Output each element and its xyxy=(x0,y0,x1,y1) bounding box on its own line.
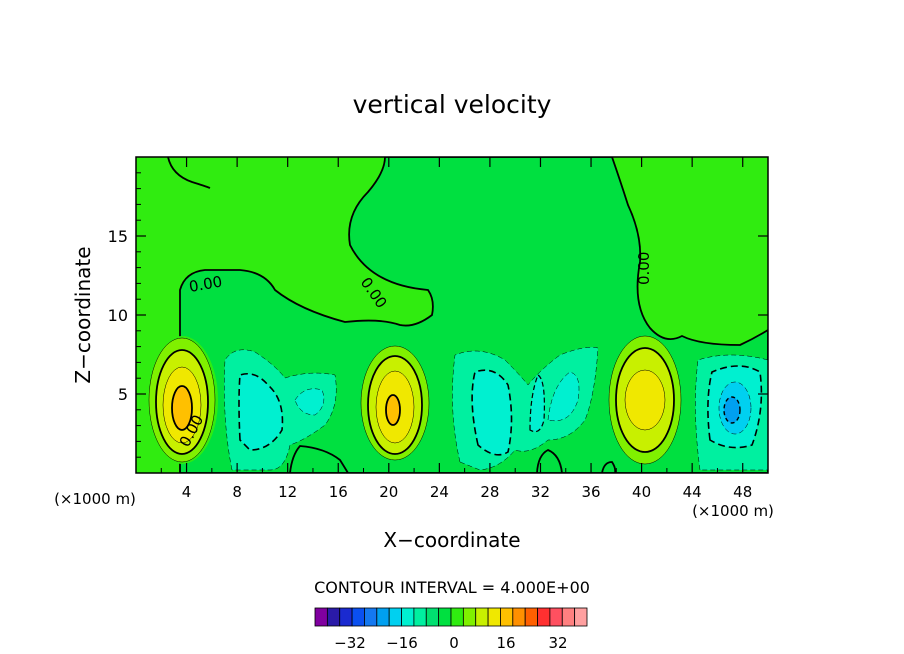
colorbar-swatch xyxy=(462,607,477,627)
x-unit-left: (×1000 m) xyxy=(54,490,136,508)
colorbar-swatch xyxy=(314,607,328,627)
colorbar-swatch xyxy=(425,607,440,627)
colorbar-swatch xyxy=(561,607,576,627)
x-unit-right: (×1000 m) xyxy=(692,502,774,520)
x-tick-label: 40 xyxy=(632,483,651,501)
positive-cell-3 xyxy=(608,335,682,465)
colorbar-tick-label: 0 xyxy=(449,634,459,652)
x-tick-label: 4 xyxy=(182,483,192,501)
positive-cell-1 xyxy=(146,336,218,464)
colorbar-swatch xyxy=(438,607,452,627)
colorbar-swatch xyxy=(376,607,390,627)
colorbar-swatch xyxy=(339,607,353,627)
x-tick-label: 12 xyxy=(278,483,297,501)
y-axis: 5 10 15 xyxy=(108,172,768,458)
x-tick-label: 44 xyxy=(683,483,702,501)
colorbar-swatch xyxy=(364,607,378,627)
colorbar xyxy=(314,607,588,627)
x-axis-label: X−coordinate xyxy=(383,528,520,552)
chart-title: vertical velocity xyxy=(353,90,552,119)
x-tick-label: 20 xyxy=(379,483,398,501)
colorbar-swatch xyxy=(401,607,415,627)
negative-cell-2 xyxy=(452,347,599,471)
y-tick-label: 15 xyxy=(108,227,128,246)
colorbar-swatch xyxy=(512,607,526,627)
colorbar-labels: −32 −16 0 16 32 xyxy=(334,634,567,652)
x-tick-label: 36 xyxy=(581,483,600,501)
negative-cell-1 xyxy=(224,349,337,471)
colorbar-swatch xyxy=(500,607,514,627)
colorbar-tick-label: 16 xyxy=(496,634,515,652)
colorbar-swatch xyxy=(487,607,501,627)
colorbar-swatch xyxy=(413,607,427,627)
x-tick-label: 24 xyxy=(430,483,449,501)
contour-label-1: 0.00 xyxy=(188,272,224,296)
x-axis: 4 8 12 16 20 24 28 32 36 40 44 48 xyxy=(160,157,752,501)
y-tick-label: 5 xyxy=(118,385,128,404)
y-axis-label: Z−coordinate xyxy=(71,246,95,383)
colorbar-tick-label: −32 xyxy=(334,634,366,652)
colorbar-swatch xyxy=(388,607,402,627)
x-tick-label: 28 xyxy=(480,483,499,501)
contour-field xyxy=(136,157,768,473)
colorbar-swatch xyxy=(537,607,551,627)
colorbar-swatch xyxy=(326,607,341,627)
contour-interval-text: CONTOUR INTERVAL = 4.000E+00 xyxy=(314,578,590,597)
contour-label-3: 0.00 xyxy=(635,252,653,285)
x-tick-label: 8 xyxy=(232,483,242,501)
colorbar-swatch xyxy=(351,607,365,627)
colorbar-swatch xyxy=(549,607,563,627)
colorbar-tick-label: −16 xyxy=(386,634,418,652)
negative-cell-3 xyxy=(695,354,768,471)
x-tick-label: 16 xyxy=(329,483,348,501)
colorbar-swatch xyxy=(450,607,464,627)
positive-cell-2 xyxy=(360,345,430,461)
colorbar-swatch xyxy=(574,607,588,627)
y-tick-label: 10 xyxy=(108,306,128,325)
colorbar-swatch xyxy=(524,607,538,627)
colorbar-swatch xyxy=(475,607,489,627)
x-tick-label: 32 xyxy=(531,483,550,501)
x-tick-label: 48 xyxy=(733,483,752,501)
colorbar-tick-label: 32 xyxy=(548,634,567,652)
